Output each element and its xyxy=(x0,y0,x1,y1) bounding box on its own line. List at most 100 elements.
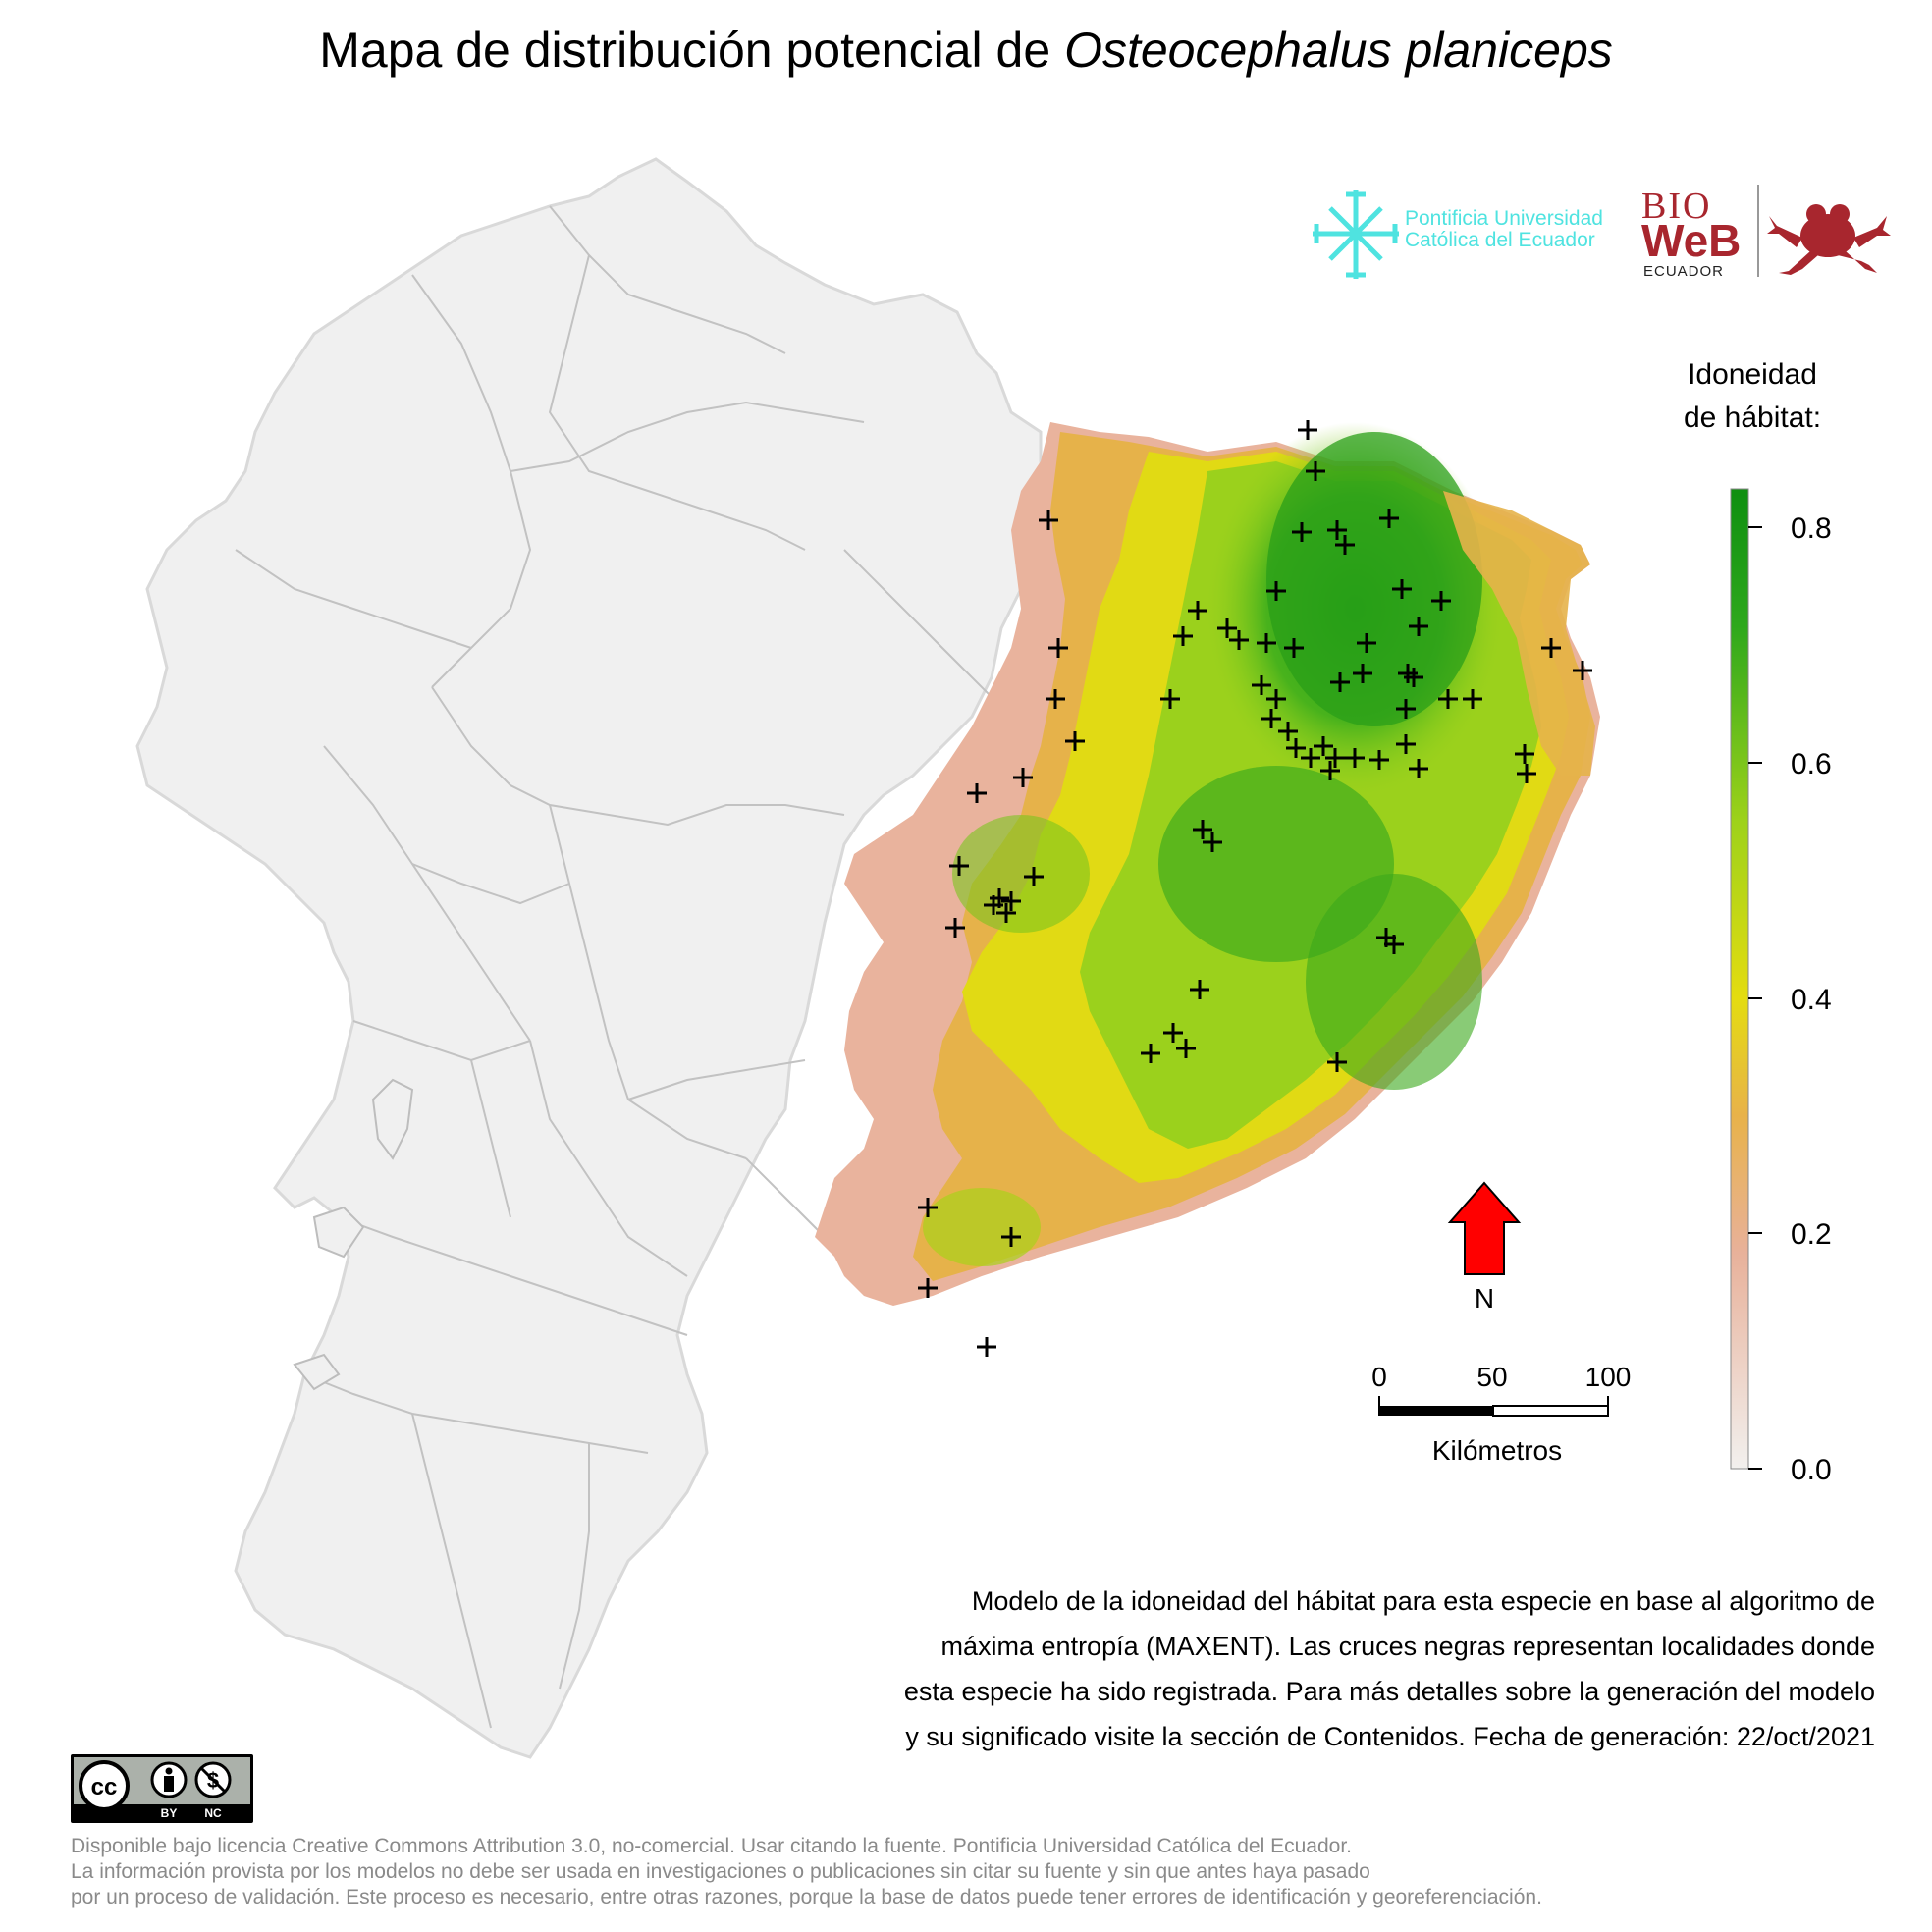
occurrence-crosses xyxy=(918,420,1592,1357)
habitat-suitability-layer xyxy=(815,422,1600,1306)
occurrence-cross xyxy=(1001,1227,1021,1247)
occurrence-cross xyxy=(1330,672,1350,692)
occurrence-cross xyxy=(1266,581,1286,601)
occurrence-cross xyxy=(1286,738,1306,758)
occurrence-cross xyxy=(1217,618,1237,638)
occurrence-cross xyxy=(1173,626,1193,646)
occurrence-cross xyxy=(1396,699,1416,719)
occurrence-cross xyxy=(1203,832,1222,852)
occurrence-cross xyxy=(1229,630,1249,650)
occurrence-cross xyxy=(1379,509,1399,528)
legend-title-line2: de hábitat: xyxy=(1683,402,1822,434)
occurrence-cross xyxy=(1353,664,1372,683)
legend-tick-0-8: 0.8 xyxy=(1791,512,1832,545)
occurrence-cross xyxy=(918,1198,938,1217)
puce-name-line1: Pontificia Universidad xyxy=(1405,207,1603,230)
occurrence-cross xyxy=(1515,744,1534,764)
occurrence-cross xyxy=(1046,689,1065,709)
occurrence-cross xyxy=(1278,722,1298,741)
north-arrow-icon xyxy=(1447,1181,1522,1275)
occurrence-cross xyxy=(949,856,969,876)
logo-divider xyxy=(1757,185,1759,277)
province-boundaries xyxy=(235,205,1002,1729)
legend-title-line1: Idoneidad xyxy=(1688,358,1817,391)
cross-compass-icon xyxy=(1313,190,1399,279)
legend-colorbar: 0.8 0.6 0.4 0.2 0.0 xyxy=(1730,488,1832,1486)
scale-unit: Kilómetros xyxy=(1432,1435,1562,1466)
scale-label-100: 100 xyxy=(1585,1362,1632,1392)
occurrence-cross xyxy=(1176,1039,1196,1058)
occurrence-cross xyxy=(1292,522,1312,542)
occurrence-cross xyxy=(1039,510,1058,530)
occurrence-cross xyxy=(1335,535,1355,555)
occurrence-cross xyxy=(1001,891,1021,911)
occurrence-cross xyxy=(1190,980,1209,999)
frog-icon xyxy=(1767,204,1891,275)
occurrence-cross xyxy=(1392,579,1412,599)
north-arrow: N xyxy=(1447,1181,1522,1314)
by-text: BY xyxy=(161,1806,178,1820)
legend-tick-0-4: 0.4 xyxy=(1791,984,1832,1016)
occurrence-cross xyxy=(1345,748,1365,768)
occurrence-cross xyxy=(945,918,965,938)
legend-title: Idoneidad de hábitat: xyxy=(1635,353,1870,440)
occurrence-cross xyxy=(1327,520,1347,540)
occurrence-cross xyxy=(1357,633,1376,653)
scale-bar: 0 50 100 Kilómetros xyxy=(1371,1362,1631,1466)
scale-label-0: 0 xyxy=(1371,1362,1387,1392)
ecuador-outline xyxy=(135,157,1047,1759)
bioweb-region-text: ECUADOR xyxy=(1643,263,1725,280)
map-title: Mapa de distribución potencial de Osteoc… xyxy=(0,22,1932,79)
bioweb-logo: BIO WeB ECUADOR xyxy=(1641,185,1897,283)
nc-text: NC xyxy=(204,1806,222,1820)
occurrence-cross xyxy=(1160,689,1180,709)
occurrence-cross xyxy=(1257,633,1276,653)
occurrence-cross xyxy=(984,895,1003,915)
occurrence-cross xyxy=(1320,761,1340,780)
occurrence-cross xyxy=(1517,764,1536,783)
occurrence-cross xyxy=(1306,461,1325,481)
bioweb-bio-text: BIO xyxy=(1641,186,1712,227)
occurrence-cross xyxy=(1298,420,1317,440)
occurrence-cross xyxy=(1301,748,1320,768)
description-line1: Modelo de la idoneidad del hábitat para … xyxy=(971,1586,1875,1616)
occurrence-cross xyxy=(1541,638,1561,658)
occurrence-cross xyxy=(967,783,987,803)
occurrence-cross xyxy=(1266,689,1286,709)
occurrence-cross xyxy=(918,1278,938,1298)
coastal-islands xyxy=(293,1078,414,1391)
title-species: Osteocephalus planiceps xyxy=(1064,23,1613,78)
occurrence-cross xyxy=(1163,1023,1183,1043)
description-line3: esta especie ha sido registrada. Para má… xyxy=(903,1677,1875,1706)
legend-tick-0-6: 0.6 xyxy=(1791,748,1832,780)
cc-by-nc-icon: cc $ BY NC xyxy=(71,1754,253,1823)
occurrence-cross xyxy=(1431,591,1451,611)
license-footer: Disponible bajo licencia Creative Common… xyxy=(71,1834,1916,1910)
occurrence-cross xyxy=(1438,689,1458,709)
occurrence-cross xyxy=(1463,689,1482,709)
footer-line2: La información provista por los modelos … xyxy=(71,1860,1370,1883)
occurrence-cross xyxy=(1409,617,1428,636)
occurrence-cross xyxy=(1048,638,1068,658)
occurrence-cross xyxy=(1409,759,1428,778)
occurrence-cross xyxy=(1384,935,1404,954)
scale-label-50: 50 xyxy=(1476,1362,1507,1392)
north-label: N xyxy=(1475,1283,1494,1314)
occurrence-cross xyxy=(1284,638,1304,658)
description-line4: y su significado visite la sección de Co… xyxy=(905,1722,1875,1751)
occurrence-cross xyxy=(1396,734,1416,754)
occurrence-cross xyxy=(1369,750,1389,770)
bioweb-web-text: WeB xyxy=(1641,215,1742,266)
occurrence-cross xyxy=(1327,1052,1347,1072)
occurrence-cross xyxy=(1065,731,1085,751)
title-prefix: Mapa de distribución potencial de xyxy=(319,23,1065,78)
description-line2: máxima entropía (MAXENT). Las cruces neg… xyxy=(940,1632,1875,1661)
cc-text: cc xyxy=(91,1774,118,1800)
occurrence-cross xyxy=(1193,820,1212,839)
occurrence-cross xyxy=(1024,867,1044,886)
occurrence-cross xyxy=(1404,668,1423,687)
model-description: Modelo de la idoneidad del hábitat para … xyxy=(746,1579,1875,1759)
occurrence-cross xyxy=(1325,748,1345,768)
occurrence-cross xyxy=(1573,661,1592,680)
